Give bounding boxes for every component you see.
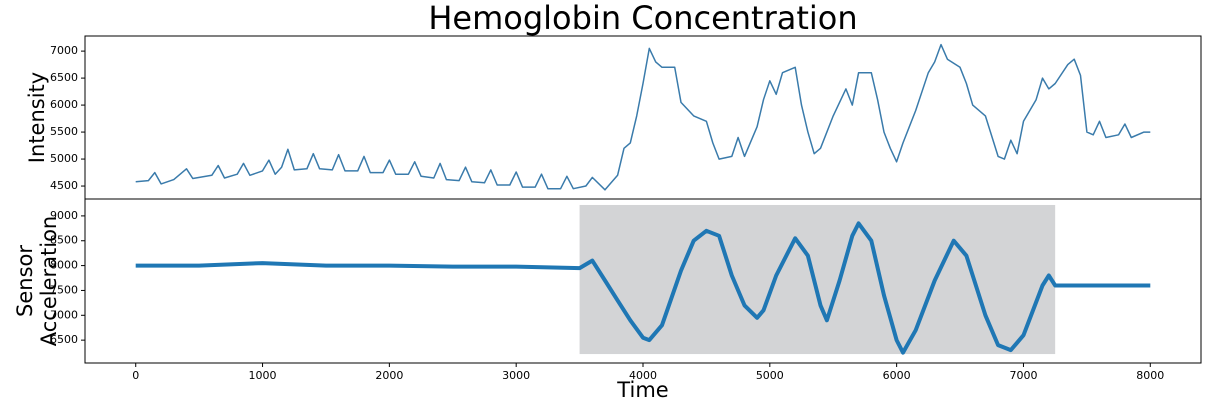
data-line bbox=[135, 221, 1151, 355]
y-axis-label: Intensity bbox=[25, 72, 49, 163]
y-tick-label: 7000 bbox=[50, 44, 78, 57]
data-line bbox=[135, 43, 1151, 191]
x-axis-label: Time bbox=[616, 378, 668, 402]
highlight-region bbox=[579, 204, 1056, 355]
x-tick-label: 2000 bbox=[375, 369, 403, 382]
y-tick-label: 9000 bbox=[50, 209, 78, 222]
x-tick-label: 4000 bbox=[629, 369, 657, 382]
x-tick-label: 5000 bbox=[756, 369, 784, 382]
y-tick-label: 8500 bbox=[50, 234, 78, 247]
y-tick-label: 6500 bbox=[50, 333, 78, 346]
y-tick-label: 6500 bbox=[50, 71, 78, 84]
x-tick-label: 8000 bbox=[1136, 369, 1164, 382]
chart-title: Hemoglobin Concentration bbox=[428, 0, 857, 37]
y-axis-label: Acceleration bbox=[37, 216, 61, 347]
y-tick-label: 7500 bbox=[50, 283, 78, 296]
y-tick-label: 5500 bbox=[50, 125, 78, 138]
y-tick-label: 7000 bbox=[50, 308, 78, 321]
y-tick-label: 4500 bbox=[50, 179, 78, 192]
x-tick-label: 6000 bbox=[883, 369, 911, 382]
x-tick-label: 1000 bbox=[249, 369, 277, 382]
x-tick-label: 0 bbox=[132, 369, 139, 382]
y-tick-label: 8000 bbox=[50, 259, 78, 272]
y-tick-label: 5000 bbox=[50, 152, 78, 165]
y-tick-label: 6000 bbox=[50, 98, 78, 111]
y-axis-label: Sensor bbox=[13, 245, 37, 317]
x-tick-label: 3000 bbox=[502, 369, 530, 382]
x-tick-label: 7000 bbox=[1009, 369, 1037, 382]
